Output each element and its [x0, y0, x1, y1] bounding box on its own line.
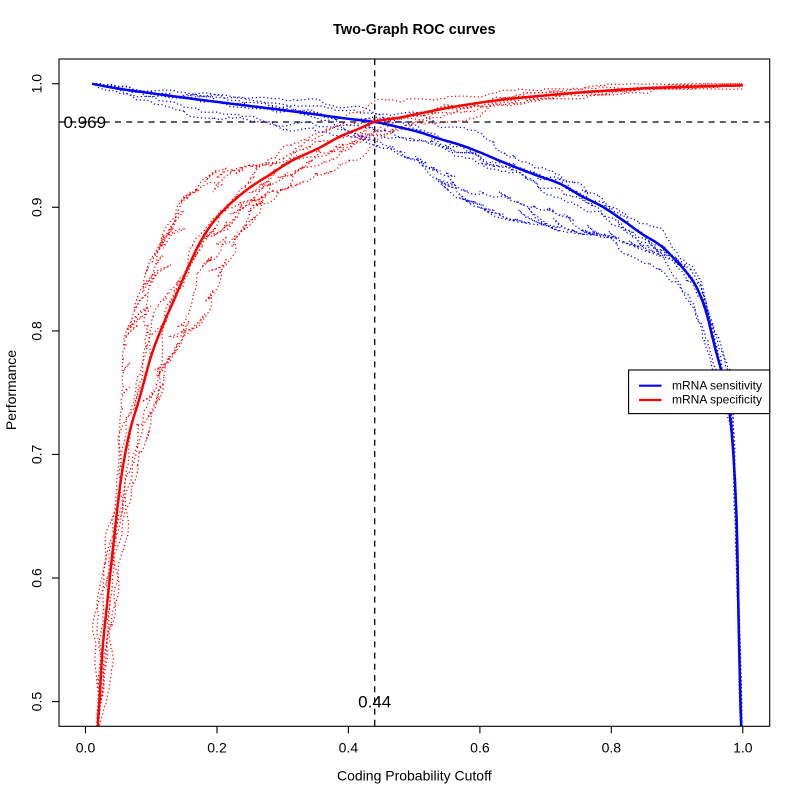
- svg-text:mRNA sensitivity: mRNA sensitivity: [672, 378, 762, 392]
- svg-text:0.2: 0.2: [207, 739, 227, 755]
- svg-text:mRNA specificity: mRNA specificity: [672, 393, 762, 407]
- svg-text:1.0: 1.0: [733, 739, 753, 755]
- svg-text:0.9: 0.9: [29, 197, 45, 217]
- svg-text:Coding Probability Cutoff: Coding Probability Cutoff: [337, 767, 492, 783]
- svg-text:0.6: 0.6: [470, 739, 490, 755]
- svg-text:0.7: 0.7: [29, 444, 45, 464]
- svg-text:0.0: 0.0: [76, 739, 96, 755]
- svg-text:Performance: Performance: [3, 350, 19, 430]
- svg-text:Two-Graph ROC curves: Two-Graph ROC curves: [333, 22, 495, 38]
- svg-text:0.8: 0.8: [29, 321, 45, 341]
- svg-text:0.5: 0.5: [29, 692, 45, 712]
- svg-text:1.0: 1.0: [29, 74, 45, 94]
- svg-text:0.8: 0.8: [602, 739, 622, 755]
- svg-text:0.4: 0.4: [339, 739, 359, 755]
- svg-text:0.6: 0.6: [29, 568, 45, 588]
